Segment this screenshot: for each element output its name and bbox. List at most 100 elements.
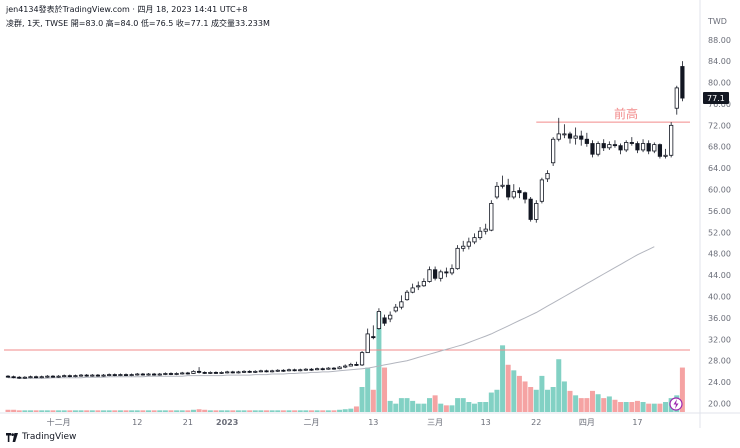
candle-body — [433, 269, 438, 279]
candle-body — [303, 368, 308, 371]
volume-bar — [573, 395, 579, 412]
symbol-info: 凌群, 1天, TWSE 開=83.0 高=84.0 低=76.5 收=77.1… — [6, 18, 270, 29]
candle-body — [506, 184, 511, 198]
volume-bar — [533, 389, 539, 412]
volume-bar — [78, 410, 84, 412]
volume-bar — [505, 364, 511, 412]
price-tick-label: 60.00 — [708, 186, 731, 195]
time-tick-label: 22 — [531, 418, 541, 427]
moving-average-line — [8, 246, 655, 379]
volume-bar — [264, 410, 270, 412]
candle-body — [123, 374, 129, 376]
candle-body — [208, 372, 213, 374]
publish-info: jen4134發表於TradingView.com · 四月 18, 2023 … — [6, 4, 247, 15]
candle-body — [343, 365, 348, 368]
volume-bar — [89, 410, 95, 412]
volume-bar — [477, 402, 483, 412]
volume-bar — [134, 410, 140, 412]
volume-bar — [162, 410, 168, 412]
candle-body — [635, 143, 640, 151]
price-tick-label: 32.00 — [708, 335, 731, 344]
candle-body — [62, 375, 67, 378]
candle-body — [107, 374, 112, 376]
volume-bar — [95, 410, 101, 412]
volume-bar — [545, 389, 551, 412]
candle-body — [427, 269, 432, 282]
volume-bar — [612, 399, 618, 412]
volume-bar — [455, 398, 461, 412]
volume-bar — [556, 359, 562, 412]
volume-bar — [101, 410, 107, 412]
candle-body — [270, 370, 275, 373]
candle-body — [371, 336, 376, 339]
currency-label: TWD — [707, 17, 727, 26]
candle-body — [157, 373, 162, 376]
candle-body — [472, 237, 477, 243]
candle-body — [219, 372, 224, 374]
candle-body — [618, 145, 623, 151]
volume-bar — [72, 410, 78, 412]
volume-bar — [522, 381, 528, 412]
last-price-badge — [703, 92, 729, 105]
volume-bar — [39, 410, 45, 412]
volume-bar — [370, 389, 376, 412]
candle-body — [281, 369, 286, 372]
volume-bar — [202, 409, 208, 412]
candle-body — [11, 376, 16, 379]
candle-body — [337, 366, 342, 370]
volume-bar — [629, 402, 635, 412]
candle-body — [45, 375, 50, 378]
volume-bar — [33, 410, 39, 412]
candle-body — [477, 230, 483, 239]
candle-body — [95, 374, 101, 377]
price-tick-label: 52.00 — [708, 228, 731, 237]
candle-body — [393, 306, 398, 312]
volume-bar — [44, 410, 50, 412]
separator-text: · — [132, 5, 135, 14]
candle-body — [534, 203, 539, 220]
volume-bar — [67, 410, 73, 412]
candle-body — [253, 370, 258, 373]
volume-bar — [516, 375, 522, 412]
candle-body — [579, 135, 584, 140]
candle-body — [286, 369, 292, 372]
candle-body — [584, 138, 589, 144]
candle-body — [39, 376, 44, 379]
volume-bar — [663, 402, 669, 412]
candle-body — [545, 173, 550, 180]
candle-body — [438, 271, 443, 279]
tradingview-logo-icon — [6, 432, 18, 442]
volume-bar — [539, 375, 545, 412]
volume-bar — [308, 410, 314, 412]
candle-body — [191, 370, 196, 374]
candle-body — [551, 138, 556, 164]
volume-bar — [438, 403, 444, 412]
volume-bar — [432, 395, 438, 412]
candle-body — [28, 376, 33, 379]
candle-body — [174, 373, 179, 375]
volume-bar — [297, 410, 303, 412]
candle-body — [657, 144, 663, 157]
volume-bar — [235, 410, 241, 412]
candle-body — [382, 317, 387, 324]
candle-body — [590, 143, 595, 155]
volume-bar — [589, 390, 595, 412]
volume-bar — [578, 398, 584, 412]
volume-bar — [213, 410, 219, 412]
candle-body — [359, 352, 365, 366]
candle-body — [562, 133, 567, 136]
candle-body — [230, 371, 235, 374]
volume-bar — [651, 403, 657, 412]
candle-body — [607, 144, 612, 149]
candle-body — [326, 367, 331, 370]
volume-bar — [421, 403, 427, 412]
candle-body — [34, 376, 39, 379]
candle-body — [90, 374, 95, 377]
volume-bar — [449, 405, 455, 412]
volume-bar — [511, 370, 517, 412]
candle-body — [511, 191, 516, 198]
volume-bar — [387, 400, 393, 412]
candle-body — [416, 285, 421, 288]
volume-bar — [471, 403, 477, 412]
